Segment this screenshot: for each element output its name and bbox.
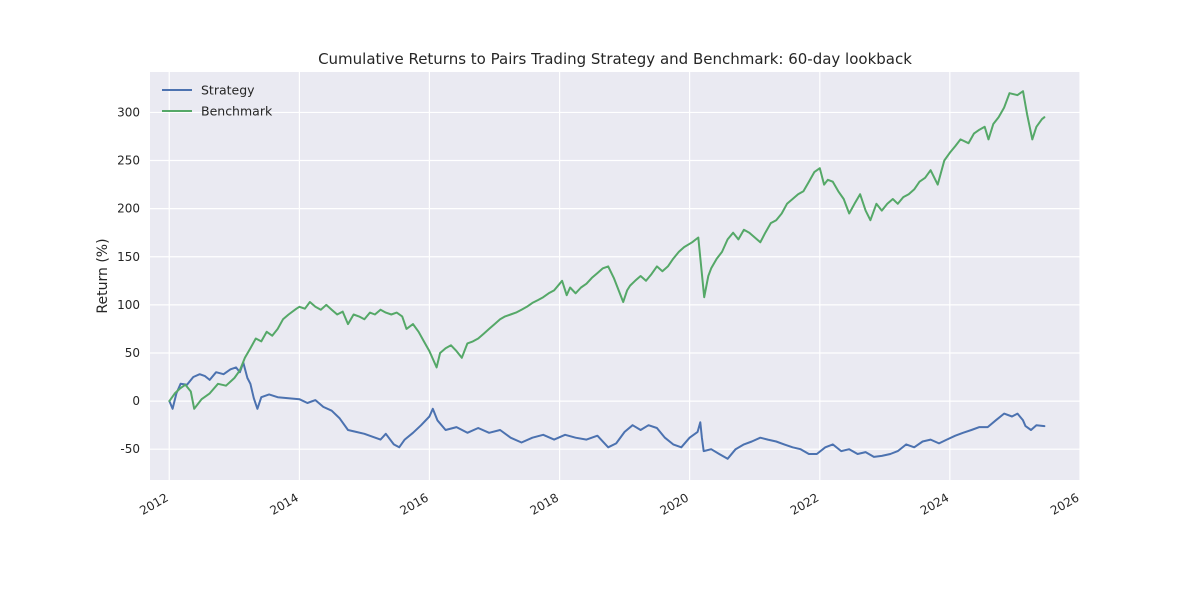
grid	[150, 72, 1081, 480]
series-lines	[168, 90, 1046, 460]
x-tick-label: 2024	[918, 490, 951, 517]
legend-label-strategy: Strategy	[201, 83, 255, 98]
x-tick-label: 2012	[137, 490, 170, 517]
legend: Strategy Benchmark	[162, 83, 273, 119]
y-tick-label: 100	[117, 298, 140, 312]
y-axis-label: Return (%)	[95, 238, 111, 313]
y-tick-label: 0	[132, 394, 140, 408]
series-line-strategy	[168, 361, 1046, 460]
x-tick-label: 2014	[267, 490, 300, 517]
x-tick-label: 2022	[788, 490, 821, 517]
series-line-benchmark	[168, 90, 1046, 410]
x-tick-label: 2020	[658, 490, 691, 517]
x-tick-label: 2026	[1048, 490, 1081, 517]
y-tick-label: 50	[125, 346, 140, 360]
plot-background	[150, 72, 1080, 480]
y-tick-label: 250	[117, 154, 140, 168]
y-tick-label: 150	[117, 250, 140, 264]
y-tick-label: -50	[120, 442, 140, 456]
legend-label-benchmark: Benchmark	[201, 104, 273, 119]
x-tick-label: 2018	[528, 490, 561, 517]
x-tick-label: 2016	[397, 490, 430, 517]
y-tick-label: 200	[117, 202, 140, 216]
y-tick-label: 300	[117, 105, 140, 119]
chart-title: Cumulative Returns to Pairs Trading Stra…	[318, 50, 912, 68]
